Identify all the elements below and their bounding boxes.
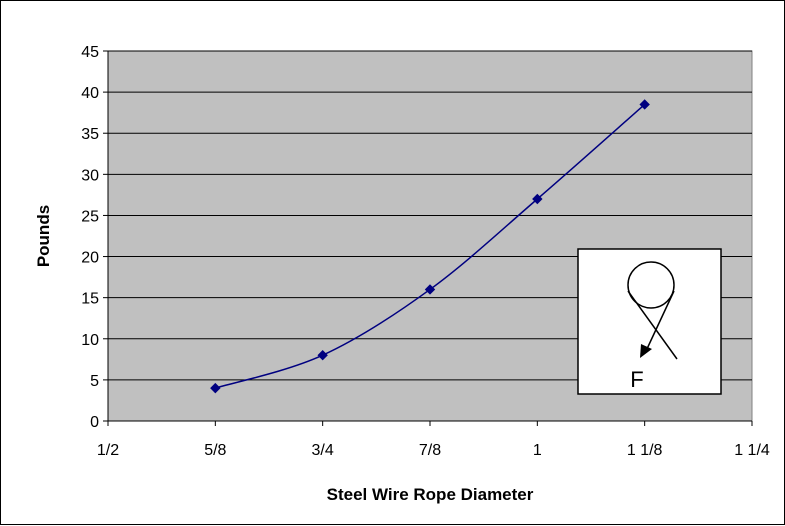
y-tick-label: 0: [90, 414, 99, 431]
data-point: [424, 284, 436, 295]
series-layer: [210, 99, 650, 394]
y-tick-label: 10: [81, 332, 99, 349]
data-point: [639, 99, 650, 110]
force-label: F: [630, 367, 643, 392]
y-tick-label: 40: [81, 85, 99, 102]
rope-segment: [627, 290, 678, 360]
x-tick-label: 1/2: [97, 442, 119, 459]
y-tick-label: 30: [81, 167, 99, 184]
sheave-circle: [627, 261, 675, 309]
inset-diagram: F: [577, 248, 722, 395]
y-tick-label: 15: [81, 291, 99, 308]
x-tick-label: 5/8: [204, 442, 226, 459]
y-tick-label: 5: [90, 373, 99, 390]
y-axis-ticks: 0 5 10 15 20 25 30 35 40 45: [81, 44, 108, 431]
rope-over-sheave-force-icon: [627, 261, 678, 360]
y-tick-label: 35: [81, 126, 99, 143]
x-tick-label: 1: [533, 442, 542, 459]
data-point: [532, 193, 543, 205]
data-point: [210, 382, 221, 394]
y-tick-label: 25: [81, 208, 99, 225]
y-tick-label: 45: [81, 44, 99, 61]
x-tick-label: 1 1/8: [627, 442, 663, 459]
x-tick-label: 7/8: [419, 442, 441, 459]
y-tick-label: 20: [81, 250, 99, 267]
x-tick-label: 1 1/4: [734, 442, 770, 459]
y-axis-title: Pounds: [34, 205, 53, 267]
x-axis-ticks: 1/2 5/8 3/4 7/8 1 1 1/8 1 1/4: [97, 421, 770, 459]
data-point: [317, 350, 328, 361]
force-arrow-head: [640, 344, 652, 358]
x-tick-label: 3/4: [312, 442, 334, 459]
x-axis-title: Steel Wire Rope Diameter: [327, 485, 534, 504]
force-arrow-line: [645, 290, 675, 352]
